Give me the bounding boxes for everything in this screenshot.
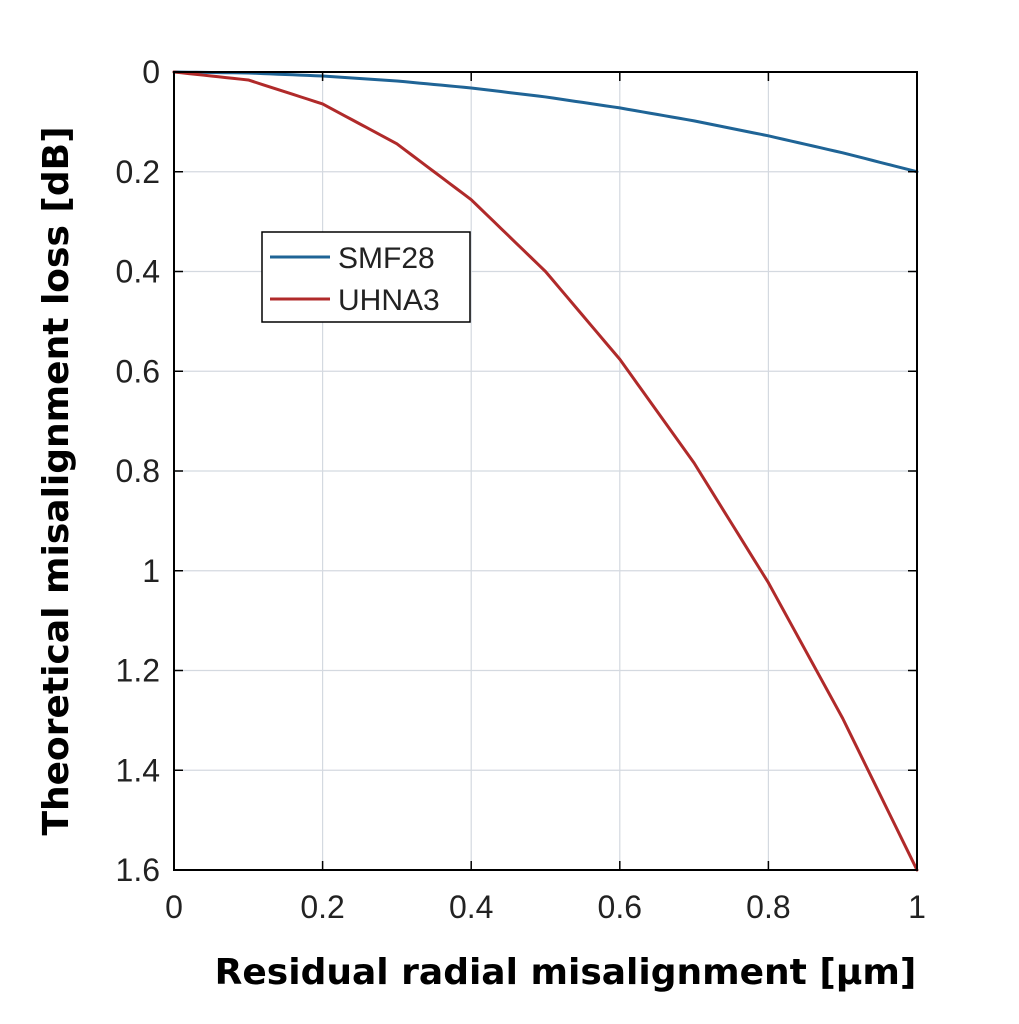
series-lines xyxy=(172,70,919,872)
y-tick-label: 0.4 xyxy=(116,254,160,290)
grid xyxy=(174,72,917,870)
y-tick-labels: 0 0.2 0.4 0.6 0.8 1 1.2 1.4 1.6 xyxy=(116,54,160,888)
y-tick-label: 0 xyxy=(142,54,160,90)
x-tick-label: 0.6 xyxy=(598,889,642,925)
x-tick-label: 0.4 xyxy=(449,889,493,925)
legend-box xyxy=(261,231,471,323)
y-axis-title: Theoretical misalignment loss [dB] xyxy=(36,126,77,835)
legend-label-uhna3: UHNA3 xyxy=(338,284,440,317)
series-line-uhna3 xyxy=(172,70,919,872)
y-tick-label: 1.4 xyxy=(116,752,160,788)
y-tick-label: 1.6 xyxy=(116,852,160,888)
x-tick-label: 1 xyxy=(908,889,926,925)
legend: SMF28 UHNA3 xyxy=(261,231,471,323)
y-tick-label: 1 xyxy=(142,553,160,589)
tick-marks xyxy=(173,71,918,871)
y-tick-label: 1.2 xyxy=(116,653,160,689)
y-tick-label: 0.8 xyxy=(116,453,160,489)
x-tick-labels: 0 0.2 0.4 0.6 0.8 1 xyxy=(165,889,926,925)
x-tick-label: 0.8 xyxy=(746,889,790,925)
y-tick-label: 0.6 xyxy=(116,353,160,389)
x-tick-label: 0.2 xyxy=(300,889,344,925)
y-tick-label: 0.2 xyxy=(116,154,160,190)
x-tick-label: 0 xyxy=(165,889,183,925)
series-line-smf28 xyxy=(172,70,919,174)
legend-label-smf28: SMF28 xyxy=(338,242,435,275)
x-axis-title: Residual radial misalignment [μm] xyxy=(215,952,917,993)
